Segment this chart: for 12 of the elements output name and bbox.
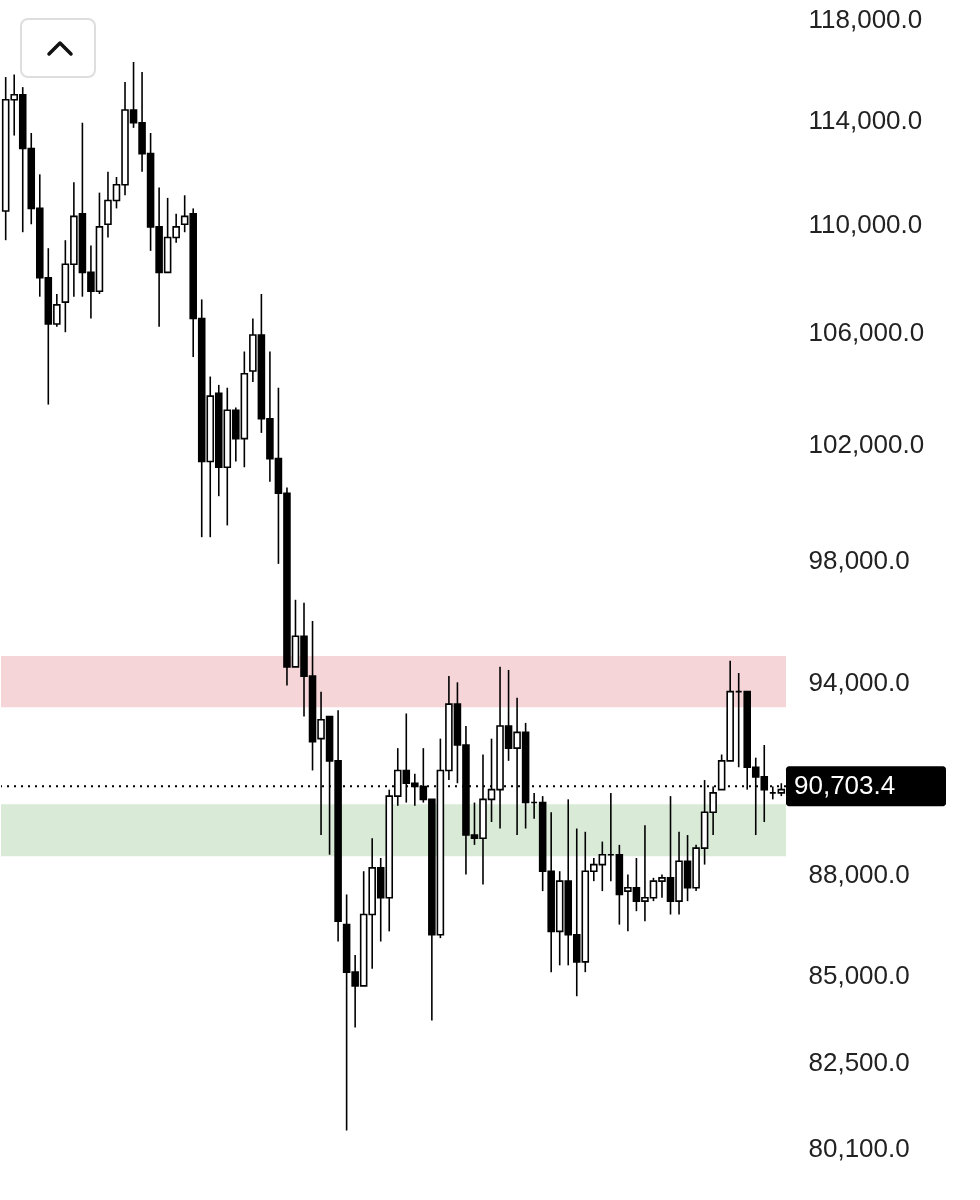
y-tick-label: 82,500.0 <box>808 1047 910 1078</box>
y-tick-label: 102,000.0 <box>808 428 925 459</box>
y-tick-label: 80,100.0 <box>808 1133 910 1164</box>
y-tick-label: 114,000.0 <box>808 104 923 135</box>
ref-line-label: 90,703.4 <box>794 770 896 801</box>
y-tick-label: 118,000.0 <box>808 4 923 35</box>
y-tick-label: 88,000.0 <box>808 859 910 890</box>
y-tick-label: 98,000.0 <box>808 545 910 576</box>
y-tick-label: 94,000.0 <box>808 666 910 697</box>
y-tick-label: 106,000.0 <box>808 316 925 347</box>
y-tick-label: 85,000.0 <box>808 960 910 991</box>
y-tick-label: 110,000.0 <box>808 208 923 239</box>
